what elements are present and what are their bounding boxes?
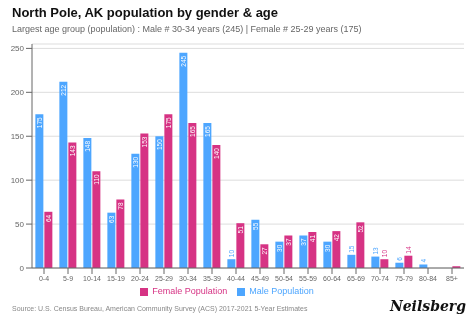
- svg-text:30-34: 30-34: [179, 275, 197, 282]
- svg-text:4: 4: [420, 258, 427, 262]
- svg-text:63: 63: [108, 215, 115, 223]
- svg-text:70-74: 70-74: [371, 275, 389, 282]
- svg-text:51: 51: [237, 226, 244, 234]
- svg-text:27: 27: [261, 247, 268, 255]
- svg-text:14: 14: [405, 246, 412, 254]
- svg-text:165: 165: [189, 126, 196, 137]
- svg-text:148: 148: [84, 141, 91, 152]
- html-text:Female Population: Female Population: [152, 286, 228, 296]
- svg-text:212: 212: [60, 84, 67, 95]
- svg-text:42: 42: [333, 234, 340, 242]
- svg-text:64: 64: [45, 214, 52, 222]
- svg-text:143: 143: [69, 145, 76, 156]
- svg-text:150: 150: [11, 132, 25, 141]
- svg-text:25-29: 25-29: [155, 275, 173, 282]
- svg-text:41: 41: [309, 235, 316, 243]
- svg-text:55: 55: [252, 222, 259, 230]
- svg-text:110: 110: [93, 174, 100, 185]
- svg-text:5-9: 5-9: [63, 275, 73, 282]
- svg-text:10: 10: [381, 250, 388, 258]
- svg-text:35-39: 35-39: [203, 275, 221, 282]
- svg-text:250: 250: [11, 44, 25, 53]
- svg-text:15: 15: [348, 245, 355, 253]
- svg-text:10-14: 10-14: [83, 275, 101, 282]
- svg-text:6: 6: [396, 257, 403, 261]
- svg-text:37: 37: [285, 238, 292, 246]
- svg-text:40-44: 40-44: [227, 275, 245, 282]
- svg-text:175: 175: [165, 117, 172, 128]
- svg-text:100: 100: [11, 176, 25, 185]
- svg-text:52: 52: [357, 225, 364, 233]
- svg-text:30: 30: [276, 244, 283, 252]
- svg-text:37: 37: [300, 238, 307, 246]
- html-text:Male Population: Male Population: [249, 286, 314, 296]
- svg-text:50-54: 50-54: [275, 275, 293, 282]
- svg-text:153: 153: [141, 136, 148, 147]
- svg-text:165: 165: [204, 126, 211, 137]
- svg-text:15-19: 15-19: [107, 275, 125, 282]
- svg-text:78: 78: [117, 202, 124, 210]
- svg-text:0-4: 0-4: [39, 275, 49, 282]
- svg-text:50: 50: [15, 220, 24, 229]
- svg-text:55-59: 55-59: [299, 275, 317, 282]
- svg-text:150: 150: [156, 139, 163, 150]
- svg-text:175: 175: [36, 117, 43, 128]
- svg-text:80-84: 80-84: [419, 275, 437, 282]
- html-text:North Pole, AK population by g: North Pole, AK population by gender & ag…: [12, 5, 278, 20]
- svg-text:45-49: 45-49: [251, 275, 269, 282]
- svg-text:140: 140: [213, 148, 220, 159]
- html-text:Source: U.S. Census Bureau, Am: Source: U.S. Census Bureau, American Com…: [12, 305, 308, 312]
- svg-text:75-79: 75-79: [395, 275, 413, 282]
- svg-text:30: 30: [324, 244, 331, 252]
- svg-text:130: 130: [132, 156, 139, 167]
- svg-text:85+: 85+: [446, 275, 458, 282]
- html-text:Neilsberg: Neilsberg: [389, 298, 466, 314]
- svg-text:200: 200: [11, 88, 25, 97]
- svg-text:245: 245: [180, 55, 187, 66]
- svg-text:0: 0: [20, 264, 25, 273]
- html-text:Largest age group (population): Largest age group (population) : Male # …: [12, 24, 362, 34]
- svg-text:13: 13: [372, 247, 379, 255]
- svg-text:10: 10: [228, 250, 235, 258]
- svg-text:60-64: 60-64: [323, 275, 341, 282]
- svg-text:65-69: 65-69: [347, 275, 365, 282]
- svg-text:20-24: 20-24: [131, 275, 149, 282]
